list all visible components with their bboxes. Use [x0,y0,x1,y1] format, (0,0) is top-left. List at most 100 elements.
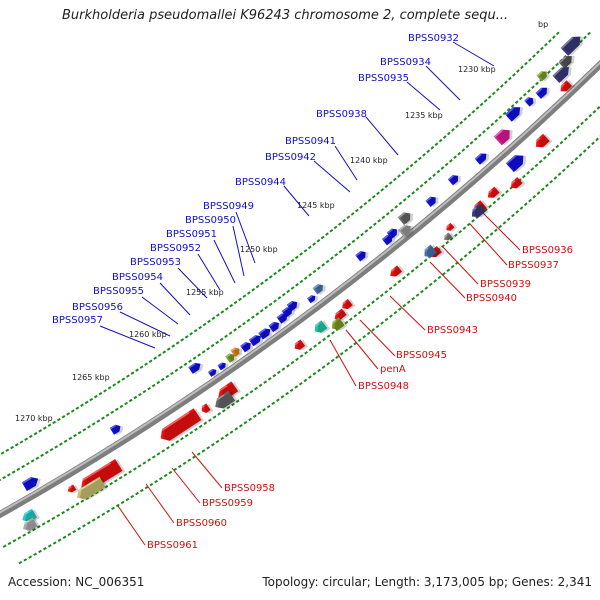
gene-label[interactable]: BPSS0934 [380,57,431,68]
gene-label[interactable]: BPSS0953 [130,257,181,268]
leader-line [283,185,310,217]
forward-gene[interactable] [504,102,526,123]
reverse-gene[interactable] [485,185,503,202]
gene-label[interactable]: BPSS0960 [176,518,227,529]
gene-label[interactable]: BPSS0948 [358,381,409,392]
forward-gene[interactable] [474,149,492,166]
reverse-gene[interactable] [421,243,440,261]
reverse-gene[interactable] [157,407,205,446]
ruler-tick [299,279,304,284]
ruler-tick [522,92,527,97]
reverse-gene[interactable] [211,390,238,414]
reverse-gene[interactable] [444,222,458,235]
forward-gene[interactable] [240,339,256,354]
leader-line [452,41,495,67]
gene-label[interactable]: BPSS0954 [112,272,163,283]
forward-gene[interactable] [386,225,403,240]
gene-label[interactable]: BPSS0935 [358,73,409,84]
forward-gene[interactable] [207,366,221,378]
ruler-tick [0,451,5,455]
forward-gene[interactable] [248,332,266,348]
forward-gene[interactable] [312,281,329,296]
reverse-gene[interactable] [558,79,575,96]
forward-gene[interactable] [552,62,575,84]
gene-label[interactable]: BPSS0956 [72,302,123,313]
reverse-gene[interactable] [311,319,331,337]
reverse-gene[interactable] [20,517,41,535]
reverse-gene[interactable] [508,176,526,193]
ruler-tick [465,144,470,149]
gene-label[interactable]: BPSS0957 [52,315,103,326]
gene-label[interactable]: BPSS0940 [466,293,517,304]
reverse-gene[interactable] [387,264,405,281]
forward-gene[interactable] [286,298,303,313]
reverse-gene[interactable] [532,132,553,152]
ruler-tick [524,61,528,66]
forward-gene[interactable] [230,345,244,359]
forward-gene[interactable] [307,292,320,304]
gene-label[interactable]: BPSS0952 [150,243,201,254]
ruler-tick [106,509,111,513]
reverse-gene[interactable] [66,484,79,496]
forward-gene[interactable] [505,150,530,174]
reverse-gene[interactable] [332,307,350,323]
gene-label[interactable]: BPSS0939 [480,279,531,290]
gene-label[interactable]: BPSS0949 [203,201,254,212]
gene-label[interactable]: BPSS0959 [202,498,253,509]
reverse-gene[interactable] [292,338,308,353]
gene-label[interactable]: BPSS0932 [408,33,459,44]
forward-gene[interactable] [258,325,275,341]
gene-label[interactable]: BPSS0942 [265,152,316,163]
gene-label[interactable]: BPSS0944 [235,177,286,188]
gene-label[interactable]: BPSS0937 [508,260,559,271]
forward-gene[interactable] [225,351,239,365]
forward-gene[interactable] [109,422,125,437]
gene-label[interactable]: BPSS0938 [316,109,367,120]
forward-gene[interactable] [536,67,552,83]
forward-gene[interactable] [268,319,284,334]
leader-line [141,296,179,325]
forward-gene[interactable] [188,359,205,375]
forward-gene[interactable] [425,193,441,208]
forward-gene[interactable] [447,172,464,187]
forward-gene[interactable] [493,124,517,146]
forward-gene[interactable] [276,310,293,325]
reverse-gene[interactable] [74,476,109,505]
forward-gene[interactable] [535,83,552,100]
reverse-gene[interactable] [468,202,489,222]
forward-gene[interactable] [281,304,298,319]
ruler-tick [206,347,211,351]
forward-gene[interactable] [397,208,416,226]
ruler-tick [471,109,476,114]
gene-label[interactable]: BPSS0958 [224,483,275,494]
reverse-gene[interactable] [340,298,356,313]
gene-label[interactable]: BPSS0961 [147,540,198,551]
gene-label[interactable]: BPSS0951 [166,229,217,240]
reverse-gene[interactable] [199,402,214,416]
gene-label[interactable]: penA [380,364,406,375]
gene-label[interactable]: BPSS0955 [93,286,144,297]
reverse-gene[interactable] [329,316,348,334]
ruler-tick [551,148,555,153]
forward-gene[interactable] [381,232,398,247]
forward-gene[interactable] [217,360,230,372]
gene-label[interactable]: BPSS0941 [285,136,336,147]
forward-gene[interactable] [398,221,416,239]
ruler-tick [344,348,349,353]
gene-label[interactable]: BPSS0936 [522,245,573,256]
forward-gene[interactable] [560,31,587,57]
ruler-tick [476,243,481,247]
ruler-tick [57,538,62,542]
forward-gene[interactable] [21,473,44,492]
ruler-tick [235,399,240,404]
forward-gene[interactable] [558,51,578,70]
gene-label[interactable]: BPSS0943 [427,325,478,336]
reverse-gene[interactable] [442,231,456,244]
forward-gene[interactable] [524,94,538,108]
gene-label[interactable]: BPSS0950 [185,215,236,226]
ruler-tick [170,371,174,376]
gene-label[interactable]: BPSS0945 [396,350,447,361]
ruler-tick [406,300,411,304]
reverse-gene[interactable] [20,508,40,526]
forward-gene[interactable] [355,248,371,263]
